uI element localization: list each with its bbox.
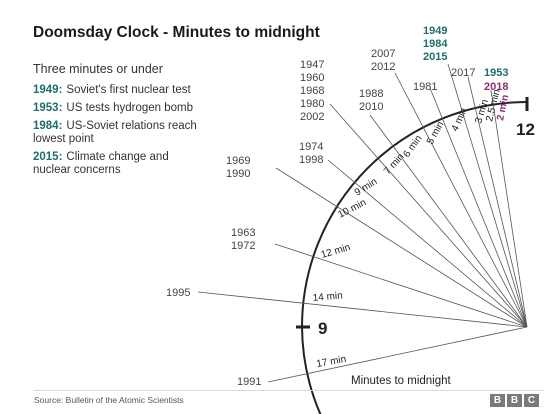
minute-label-2: 2 min: [495, 94, 511, 122]
year-label-2007: 2007: [371, 48, 395, 60]
legend-text: Soviet's first nuclear test: [66, 84, 191, 96]
year-label-1972: 1972: [231, 240, 255, 252]
line-7min: [329, 103, 528, 328]
year-label-2017: 2017: [451, 67, 475, 79]
clock-caption: Minutes to midnight: [351, 375, 452, 387]
line-9min: [327, 159, 528, 328]
line-14min: [197, 291, 528, 328]
legend-year: 1949:: [33, 84, 63, 96]
line-4min: [429, 87, 528, 328]
clock-arc: [300, 101, 528, 414]
year-label-1998: 1998: [299, 154, 323, 166]
legend-year: 2015:: [33, 151, 63, 163]
twelve-label: 12: [516, 120, 535, 139]
legend-text: US tests hydrogen bomb: [66, 102, 193, 114]
line-5min: [394, 72, 528, 328]
source-note: Source: Bulletin of the Atomic Scientist…: [34, 395, 184, 405]
minute-label-17: 17 min: [316, 354, 347, 370]
line-12min: [274, 243, 528, 328]
year-label-1984: 1984: [423, 38, 448, 50]
year-label-1949: 1949: [423, 25, 447, 37]
footer-divider: [34, 390, 544, 391]
year-label-1980: 1980: [300, 98, 324, 110]
year-label-1963: 1963: [231, 227, 255, 239]
line-10min: [275, 167, 528, 328]
line-2min: [490, 89, 528, 328]
year-label-1960: 1960: [300, 72, 324, 84]
year-label-1974: 1974: [299, 141, 323, 153]
legend-subtitle: Three minutes or under: [33, 62, 163, 76]
legend-item-1984: 1984: US-Soviet relations reach lowest po…: [33, 120, 203, 146]
line-6min: [369, 114, 528, 328]
year-label-1947: 1947: [300, 59, 324, 71]
minute-label-4: 4 min: [450, 106, 470, 133]
bbc-logo-letter: B: [490, 394, 505, 407]
year-label-1968: 1968: [300, 85, 324, 97]
legend-year: 1953:: [33, 102, 63, 114]
line-2-5min: [467, 76, 528, 328]
year-label-1988: 1988: [359, 88, 383, 100]
minute-label-14: 14 min: [312, 290, 343, 304]
year-label-1969: 1969: [226, 155, 250, 167]
year-label-1991: 1991: [237, 376, 261, 388]
legend-text: US-Soviet relations reach lowest point: [33, 120, 197, 145]
year-label-2018: 2018: [484, 81, 508, 93]
line-17min: [267, 326, 528, 383]
year-label-2010: 2010: [359, 101, 383, 113]
legend: 1949: Soviet's first nuclear test 1953: US…: [33, 84, 233, 182]
legend-item-1953: 1953: US tests hydrogen bomb: [33, 102, 233, 115]
year-label-2015: 2015: [423, 51, 447, 63]
legend-item-2015: 2015: Climate change and nuclear concerns: [33, 151, 193, 177]
line-3min: [447, 63, 528, 328]
year-label-2012: 2012: [371, 61, 395, 73]
minute-label-12: 12 min: [320, 242, 352, 261]
year-label-1995: 1995: [166, 287, 190, 299]
year-label-1953: 1953: [484, 67, 508, 79]
bbc-logo-letter: B: [507, 394, 522, 407]
legend-year: 1984:: [33, 120, 63, 132]
nine-label: 9: [318, 319, 327, 338]
year-label-2002: 2002: [300, 111, 324, 123]
radial-lines: [197, 63, 528, 383]
legend-item-1949: 1949: Soviet's first nuclear test: [33, 84, 233, 97]
legend-text: Climate change and nuclear concerns: [33, 151, 169, 176]
bbc-logo-letter: C: [524, 394, 539, 407]
year-label-1981: 1981: [413, 81, 437, 93]
bbc-logo: B B C: [490, 394, 539, 407]
page-title: Doomsday Clock - Minutes to midnight: [33, 24, 320, 41]
year-label-1990: 1990: [226, 168, 250, 180]
